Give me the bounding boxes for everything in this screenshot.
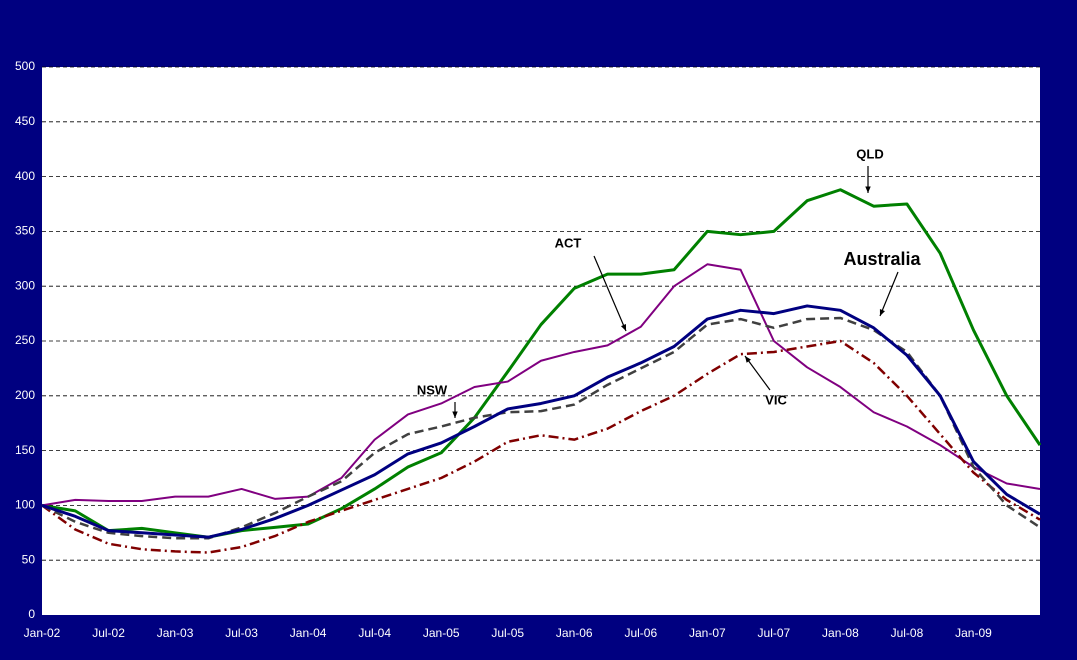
x-tick-label: Jan-04: [290, 626, 327, 640]
annotation-arrow: [879, 271, 899, 317]
series-line: [41, 304, 1041, 539]
arrow-head: [879, 309, 885, 316]
x-tick-label: Jan-09: [955, 626, 992, 640]
annotation: Australia: [843, 249, 921, 269]
x-tick-label: Jul-04: [358, 626, 391, 640]
annotation: ACT: [555, 235, 582, 250]
annotation-arrow: [593, 255, 627, 332]
y-tick-label: 200: [15, 388, 35, 402]
annotation: NSW: [417, 382, 448, 397]
series-line: [41, 263, 1041, 507]
x-tick-label: Jan-02: [24, 626, 61, 640]
series-line: [41, 339, 1041, 554]
arrow-head: [745, 356, 752, 363]
x-tick-label: Jul-06: [624, 626, 657, 640]
x-tick-label: Jan-05: [423, 626, 460, 640]
x-tick-label: Jul-05: [491, 626, 524, 640]
y-tick-label: 150: [15, 443, 35, 457]
x-tick-label: Jan-03: [157, 626, 194, 640]
annotation-arrow: [744, 355, 771, 391]
y-tick-label: 400: [15, 169, 35, 183]
y-tick-label: 50: [22, 552, 36, 566]
y-tick-label: 0: [28, 607, 35, 621]
x-tick-label: Jul-07: [758, 626, 791, 640]
y-tick-label: 350: [15, 224, 35, 238]
y-tick-label: 250: [15, 333, 35, 347]
y-tick-label: 450: [15, 114, 35, 128]
arrow-head: [620, 324, 626, 331]
y-tick-label: 100: [15, 498, 35, 512]
x-tick-label: Jan-07: [689, 626, 726, 640]
x-tick-label: Jul-02: [92, 626, 125, 640]
y-tick-label: 500: [15, 59, 35, 73]
y-tick-label: 300: [15, 278, 35, 292]
x-tick-label: Jul-08: [891, 626, 924, 640]
annotation: QLD: [856, 146, 883, 161]
annotation: VIC: [765, 392, 787, 407]
x-tick-label: Jul-03: [225, 626, 258, 640]
x-tick-label: Jan-08: [822, 626, 859, 640]
arrow-head: [865, 186, 871, 193]
x-tick-label: Jan-06: [556, 626, 593, 640]
arrow-head: [452, 411, 458, 418]
